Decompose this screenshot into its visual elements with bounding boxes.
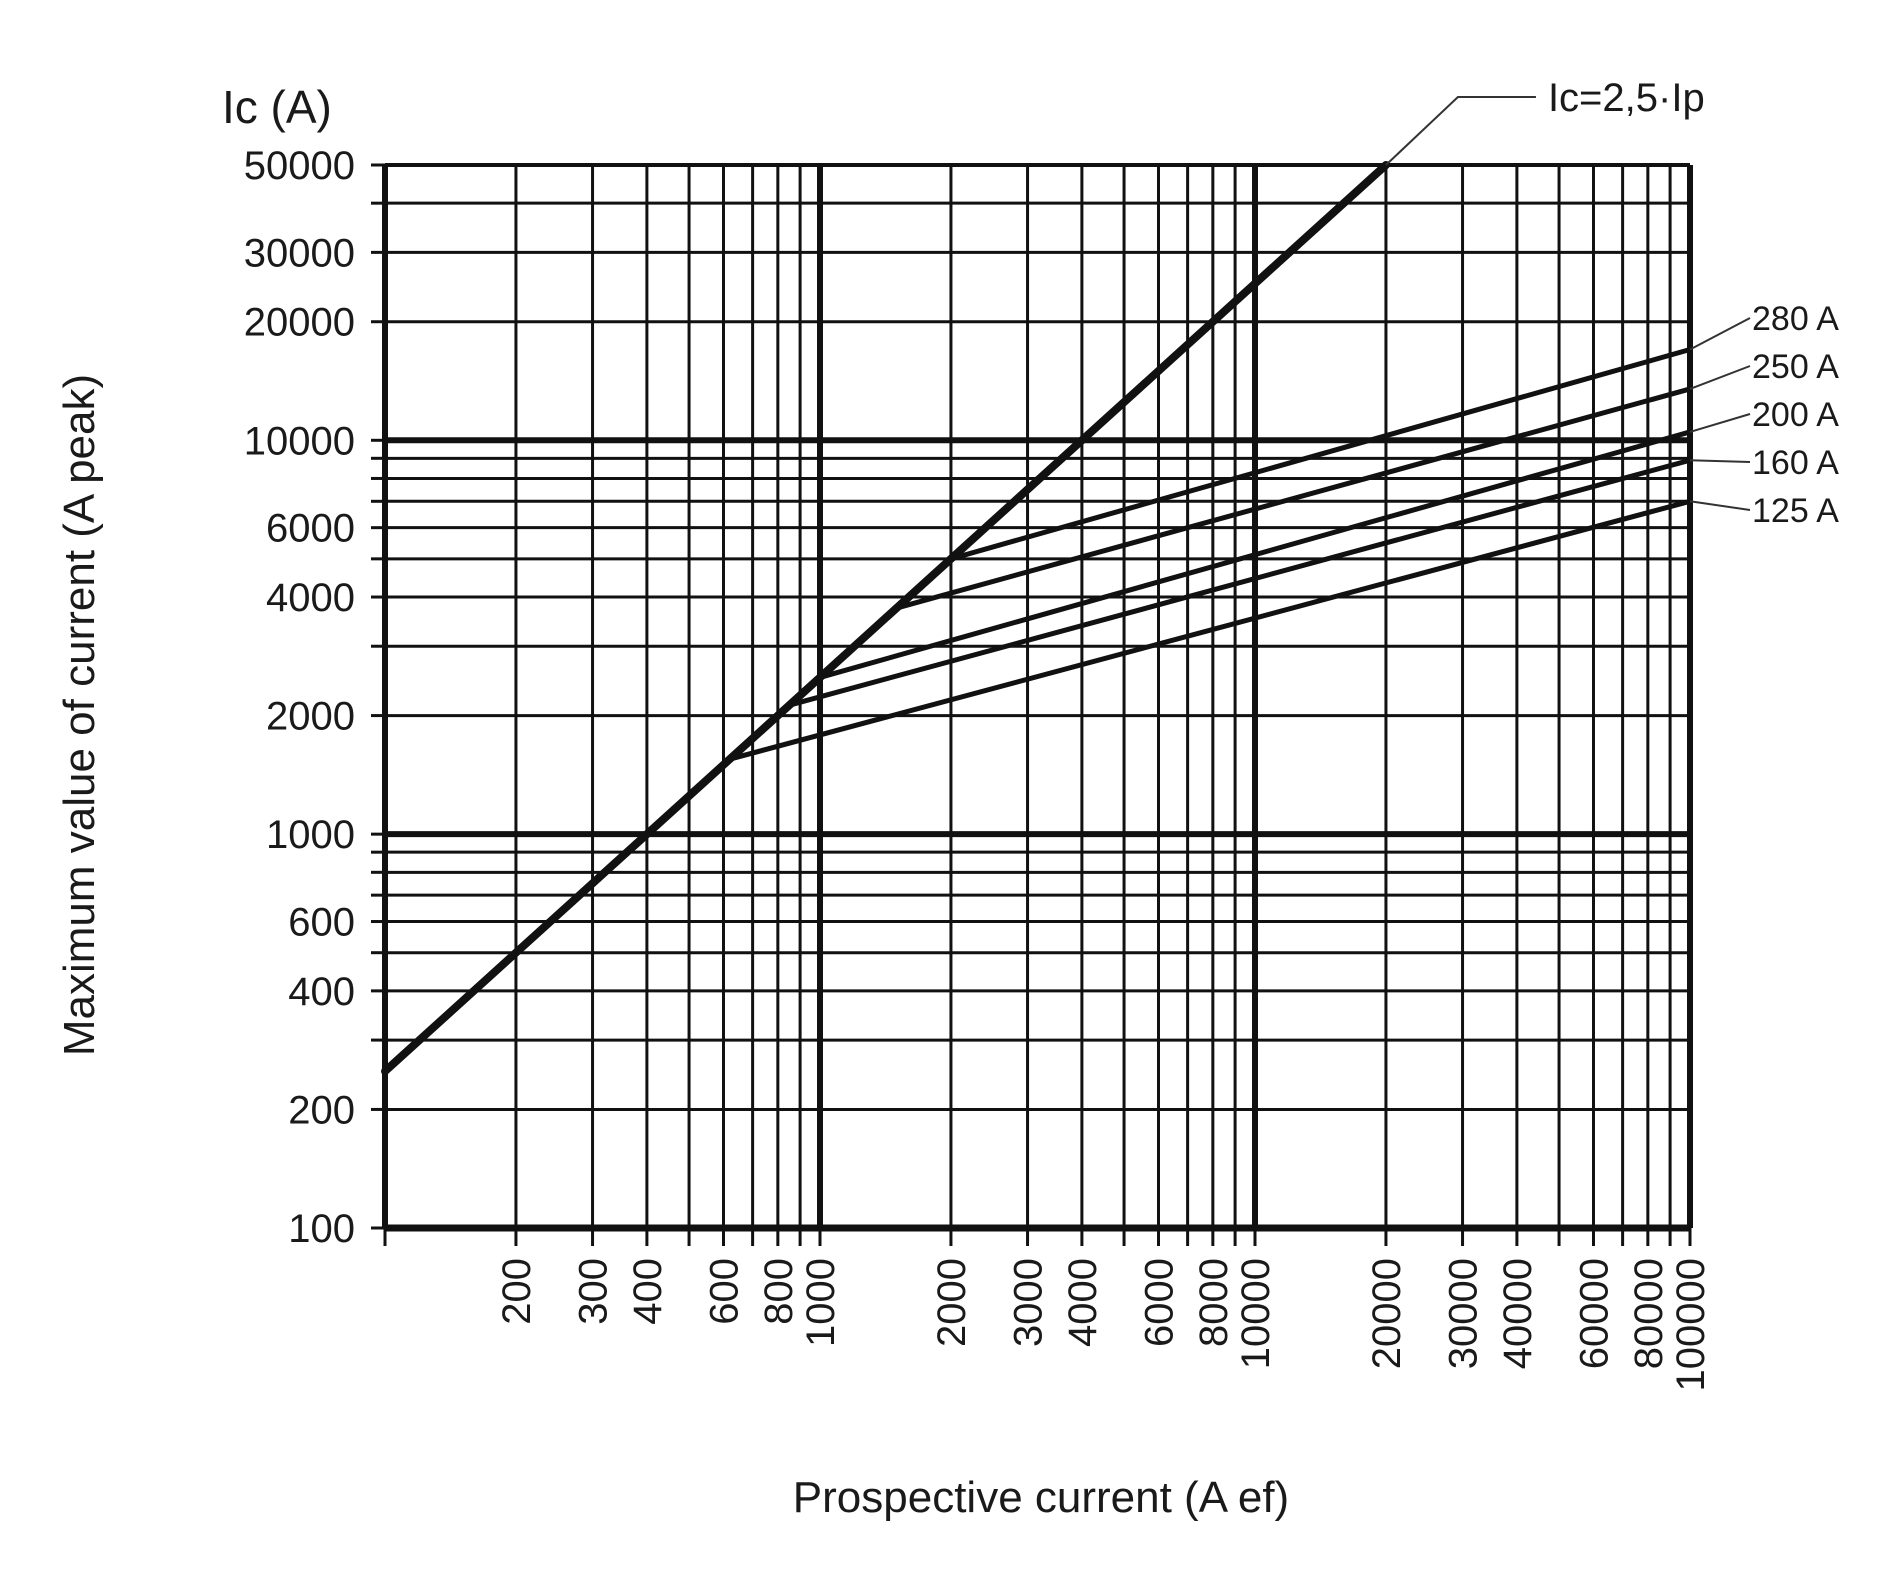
y-tick-label: 50000	[244, 144, 355, 188]
x-tick-label: 20000	[1365, 1258, 1409, 1369]
x-tick-label: 200	[495, 1258, 539, 1325]
grid-lines	[371, 163, 1693, 1246]
series-line-200a	[817, 429, 1693, 680]
series-lines	[381, 161, 1693, 1076]
y-tick-label: 6000	[266, 507, 355, 551]
y-axis-title: Maximum value of current (A peak)	[55, 374, 104, 1056]
series-leader-lines	[1385, 96, 1751, 511]
y-tick-labels: 100 200 400 600 1000 2000 4000 6000 10000 20000 30…	[244, 144, 355, 1251]
leader-line	[1689, 317, 1751, 351]
x-tick-label: 8000	[1192, 1258, 1236, 1347]
y-tick-label: 400	[288, 970, 355, 1014]
x-tick-label: 800	[757, 1258, 801, 1325]
x-tick-label: 2000	[930, 1258, 974, 1347]
series-labels: Ic=2,5·Ip 280 A 250 A 200 A 160 A 125 A	[1548, 76, 1839, 530]
y-tick-label: 600	[288, 901, 355, 945]
x-tick-label: 4000	[1061, 1258, 1105, 1347]
series-line-ic-2-5-ip	[381, 161, 1390, 1076]
y-tick-label: 2000	[266, 695, 355, 739]
x-tick-label: 100000	[1669, 1258, 1713, 1391]
x-tick-label: 6000	[1137, 1258, 1181, 1347]
leader-line	[1689, 365, 1751, 390]
x-tick-label: 40000	[1496, 1258, 1540, 1369]
series-label: 280 A	[1752, 300, 1839, 338]
y-tick-label: 100	[288, 1207, 355, 1251]
y-tick-label: 10000	[244, 419, 355, 463]
x-axis-title: Prospective current (A ef)	[793, 1473, 1289, 1522]
series-label: Ic=2,5·Ip	[1548, 76, 1705, 120]
x-tick-label: 300	[572, 1258, 616, 1325]
y-tick-label: 200	[288, 1088, 355, 1132]
x-tick-label: 600	[702, 1258, 746, 1325]
y-unit-label: Ic (A)	[222, 81, 332, 133]
x-tick-label: 10000	[1234, 1258, 1278, 1369]
leader-line	[1689, 413, 1751, 433]
series-line-160a	[786, 457, 1693, 708]
series-label: 250 A	[1752, 348, 1839, 386]
x-tick-label: 30000	[1442, 1258, 1486, 1369]
x-tick-label: 1000	[799, 1258, 843, 1347]
series-label: 160 A	[1752, 444, 1839, 482]
y-tick-label: 30000	[244, 231, 355, 275]
x-tick-label: 400	[626, 1258, 670, 1325]
series-line-280a	[948, 347, 1693, 562]
series-label: 125 A	[1752, 492, 1839, 530]
leader-line	[1689, 459, 1751, 463]
leader-line	[1385, 96, 1536, 166]
x-tick-label: 60000	[1572, 1258, 1616, 1369]
series-line-250a	[894, 386, 1693, 611]
y-tick-label: 20000	[244, 301, 355, 345]
series-label: 200 A	[1752, 396, 1839, 434]
x-tick-label: 80000	[1627, 1258, 1671, 1369]
y-tick-label: 4000	[266, 576, 355, 620]
y-tick-label: 1000	[266, 813, 355, 857]
series-line-125a	[727, 498, 1693, 762]
x-tick-label: 3000	[1007, 1258, 1051, 1347]
leader-line	[1689, 500, 1751, 511]
